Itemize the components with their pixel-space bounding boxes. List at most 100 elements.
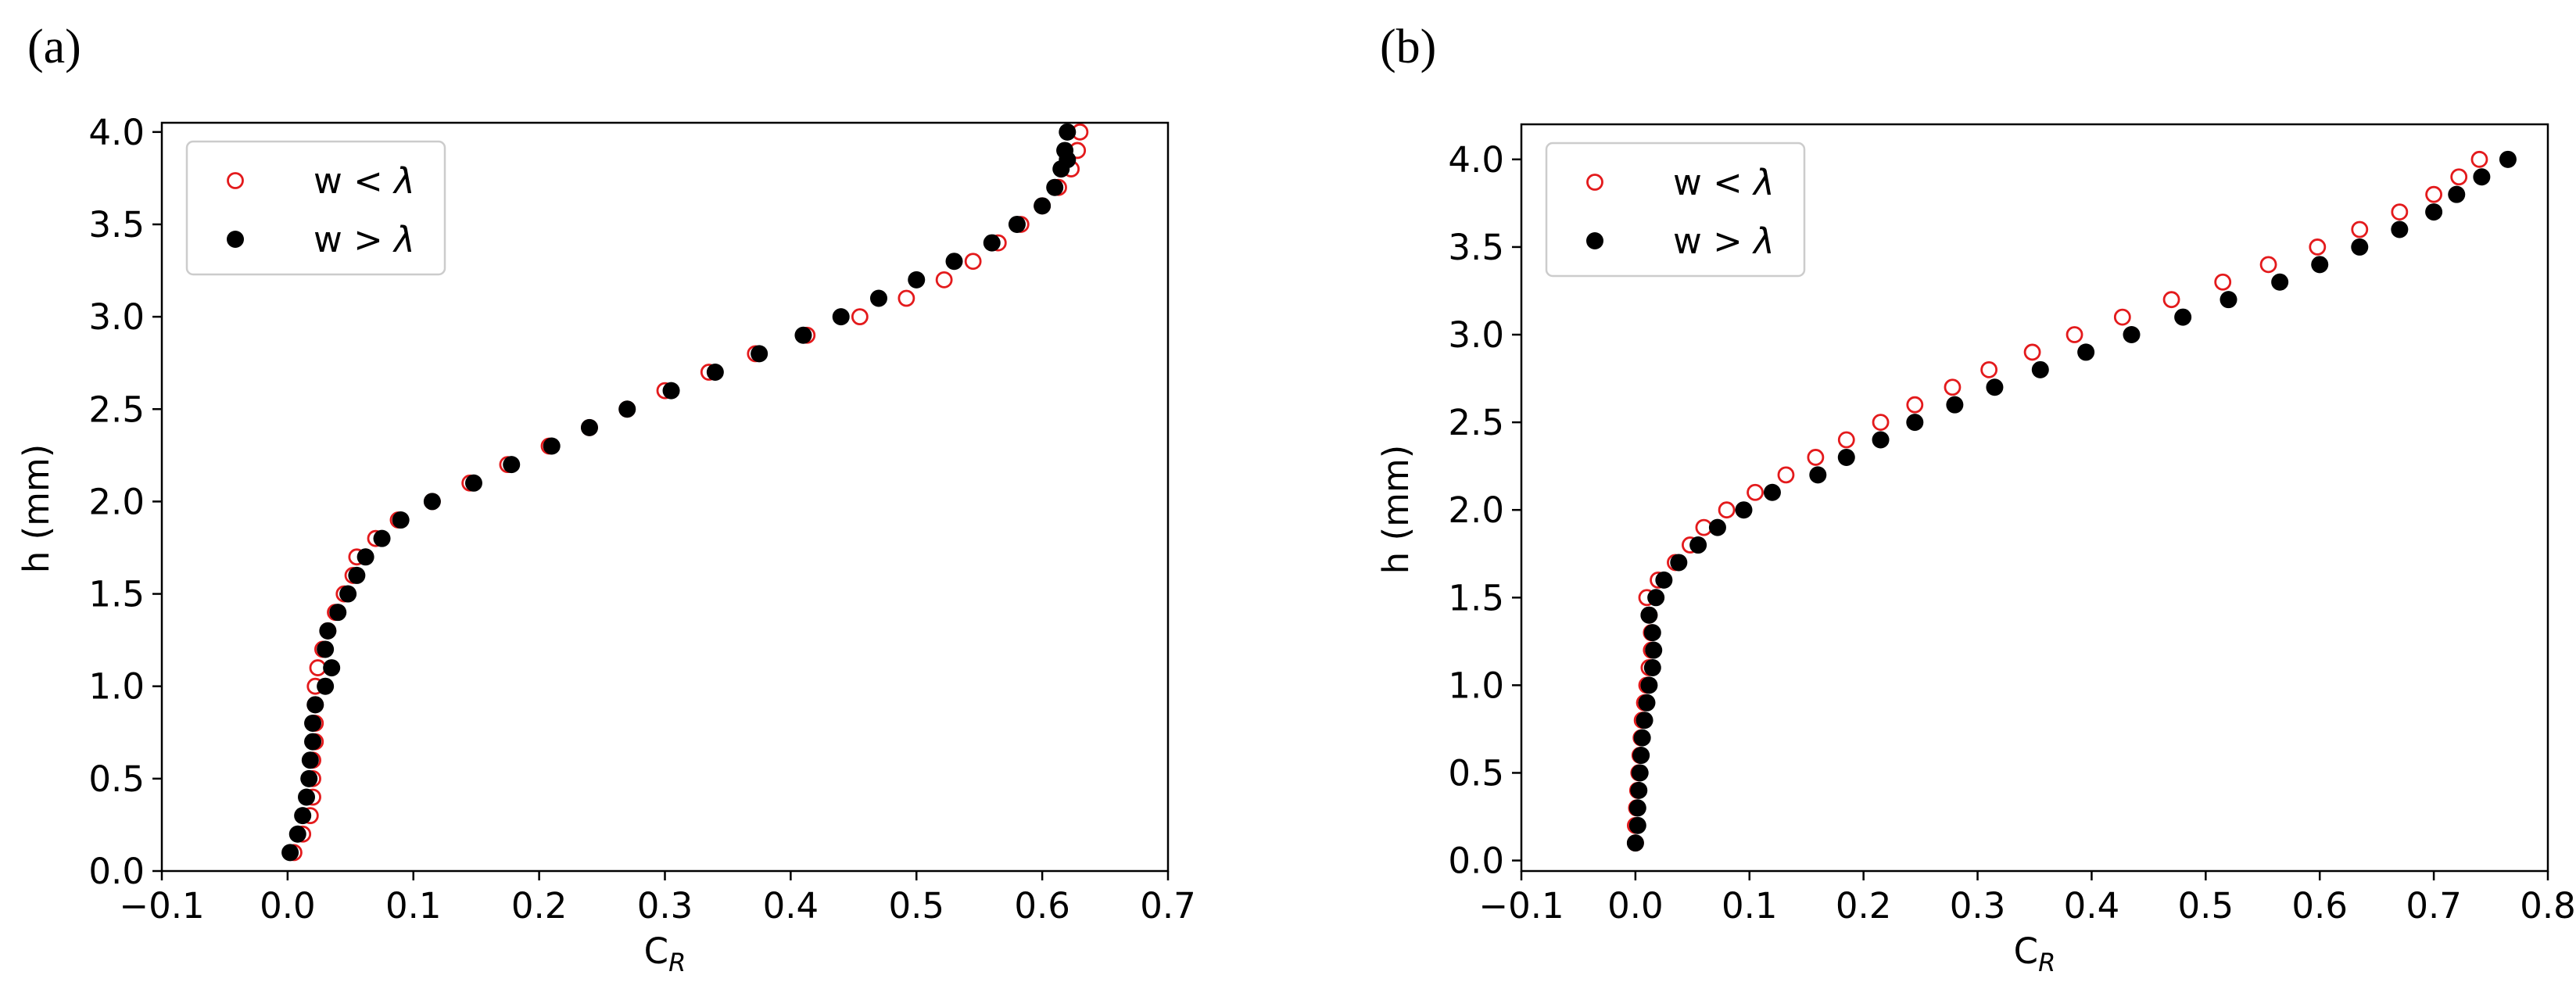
panel-b-point-w-gt-lambda (2351, 238, 2369, 256)
panel-label-b: (b) (1380, 20, 1436, 73)
panel-b-point-w-lt-lambda (2259, 256, 2277, 274)
panel-b-x-axis-label-main: C (2014, 930, 2038, 972)
panel-a-point-w-gt-lambda (1059, 151, 1077, 169)
panel-a-x-tick-label: 0.5 (888, 885, 944, 927)
panel-a-point-w-gt-lambda (1059, 123, 1077, 141)
panel-a-point-w-gt-lambda (317, 640, 335, 658)
panel-b-point-w-gt-lambda (2473, 168, 2491, 186)
panel-b-point-w-gt-lambda (2311, 256, 2329, 274)
panel-b-point-w-gt-lambda (2077, 343, 2095, 361)
panel-b-y-tick-label: 2.5 (1448, 402, 1504, 443)
panel-b-point-w-lt-lambda (2309, 238, 2327, 256)
panel-a-point-w-gt-lambda (983, 234, 1001, 252)
panel-b-x-tick-label: 0.6 (2291, 885, 2348, 927)
panel-a-point-w-gt-lambda (298, 788, 316, 806)
panel-a-point-w-lt-lambda (851, 308, 869, 326)
panel-b-point-w-lt-lambda (1906, 396, 1924, 414)
panel-b-y-tick-label: 0.0 (1448, 841, 1504, 882)
panel-a-y-axis-label: h (mm) (16, 444, 57, 574)
panel-a-point-w-gt-lambda (304, 733, 322, 751)
panel-b-x-tick-label: 0.8 (2520, 885, 2576, 927)
panel-b-legend-label: w < λ (1673, 162, 1775, 203)
panel-a-legend-label-text: w < (313, 160, 394, 202)
panel-a-point-w-gt-lambda (339, 585, 357, 603)
panel-a-point-w-gt-lambda (869, 289, 887, 307)
panel-a-point-w-gt-lambda (1046, 178, 1064, 196)
panel-b-y-tick-label: 0.5 (1448, 752, 1504, 794)
panel-a-legend-marker-open (227, 172, 244, 189)
panel-a-x-tick-label: 0.4 (763, 885, 819, 927)
panel-b-point-w-gt-lambda (1708, 518, 1726, 536)
panel-b-point-w-lt-lambda (1747, 483, 1764, 501)
panel-a-data-points (281, 123, 1089, 862)
panel-b-y-ticks: 0.0 0.5 1.0 1.5 2.0 2.5 3.0 3.5 4.0 (1448, 139, 1521, 882)
panel-b-x-axis-label: CR (2014, 930, 2056, 977)
panel-b-point-w-gt-lambda (1640, 676, 1658, 694)
panel-b-point-w-gt-lambda (2499, 150, 2517, 168)
panel-a-point-w-gt-lambda (348, 566, 366, 584)
panel-a-point-w-gt-lambda (294, 807, 312, 825)
panel-a-point-w-gt-lambda (306, 696, 324, 714)
panel-b-point-w-lt-lambda (1872, 414, 1890, 432)
panel-a-point-w-lt-lambda (309, 659, 327, 676)
panel-a-x-tick-label: 0.2 (511, 885, 568, 927)
panel-b-point-w-gt-lambda (1636, 712, 1653, 730)
panel-a-point-w-gt-lambda (464, 474, 482, 492)
panel-b-y-axis-label: h (mm) (1375, 445, 1417, 575)
panel-b-x-tick-label: 0.3 (1950, 885, 2006, 927)
panel-a-legend-label-lambda: λ (392, 160, 415, 202)
panel-a: (a) −0.1 0.0 0.1 0.2 0.3 0.4 0.5 0.6 0.7 0.00.51… (16, 20, 1196, 977)
panel-b-point-w-lt-lambda (2450, 168, 2468, 186)
panel-b-legend-box (1545, 142, 1806, 278)
panel-a-y-tick-label: 1.0 (88, 666, 145, 708)
panel-a-point-w-gt-lambda (832, 308, 850, 326)
panel-a-point-w-gt-lambda (751, 345, 769, 363)
panel-b-point-w-gt-lambda (1906, 414, 1924, 432)
panel-b-point-w-lt-lambda (2113, 308, 2131, 326)
panel-b-point-w-gt-lambda (1643, 624, 1661, 642)
panel-a-point-w-gt-lambda (329, 604, 347, 622)
panel-b-point-w-lt-lambda (2023, 343, 2041, 361)
panel-b-point-w-lt-lambda (1944, 378, 1962, 396)
panel-b-x-tick-label: 0.7 (2406, 885, 2462, 927)
panel-a-legend: w < λ w > λ (185, 140, 446, 276)
panel-b-point-w-gt-lambda (1946, 396, 1964, 414)
panel-b-x-tick-label: 0.4 (2064, 885, 2120, 927)
panel-b-x-axis-label-sub: R (2038, 948, 2055, 977)
panel-a-point-w-gt-lambda (1034, 197, 1052, 215)
panel-b-point-w-gt-lambda (2448, 185, 2466, 203)
panel-a-point-w-gt-lambda (503, 456, 521, 474)
panel-a-point-w-gt-lambda (281, 844, 299, 862)
panel-a-point-w-gt-lambda (288, 825, 306, 843)
panel-b-point-w-gt-lambda (1640, 606, 1658, 624)
panel-b-point-w-lt-lambda (2425, 185, 2443, 203)
panel-a-legend-label: w > λ (313, 219, 415, 260)
panel-b-point-w-gt-lambda (1628, 816, 1646, 834)
panel-a-x-axis-label-main: C (644, 930, 668, 972)
panel-a-point-w-lt-lambda (964, 253, 982, 271)
panel-b-point-w-gt-lambda (1689, 536, 1707, 554)
panel-b-legend-marker-open (1586, 174, 1603, 191)
panel-a-point-w-lt-lambda (935, 271, 953, 289)
panel-b-point-w-gt-lambda (1631, 764, 1649, 782)
panel-b-point-w-gt-lambda (2174, 308, 2192, 326)
panel-a-x-tick-label: 0.0 (260, 885, 316, 927)
panel-b-y-tick-label: 2.0 (1448, 489, 1504, 531)
panel-a-y-tick-label: 3.5 (88, 204, 145, 246)
panel-b-point-w-gt-lambda (2391, 220, 2409, 238)
panel-b-x-tick-label: −0.1 (1478, 885, 1564, 927)
panel-b-point-w-gt-lambda (1647, 589, 1665, 607)
panel-b-point-w-lt-lambda (1837, 431, 1855, 449)
panel-a-point-w-gt-lambda (794, 326, 812, 344)
panel-b-point-w-gt-lambda (1638, 694, 1656, 712)
panel-b-point-w-gt-lambda (1872, 431, 1890, 449)
panel-a-x-tick-label: 0.6 (1014, 885, 1070, 927)
panel-a-point-w-gt-lambda (392, 511, 410, 529)
panel-b-point-w-lt-lambda (2162, 291, 2180, 309)
panel-a-point-w-gt-lambda (618, 400, 636, 418)
panel-b-point-w-gt-lambda (1655, 571, 1673, 589)
panel-b-point-w-lt-lambda (1807, 449, 1825, 466)
panel-a-point-w-gt-lambda (580, 418, 598, 436)
panel-a-point-w-gt-lambda (945, 253, 963, 271)
